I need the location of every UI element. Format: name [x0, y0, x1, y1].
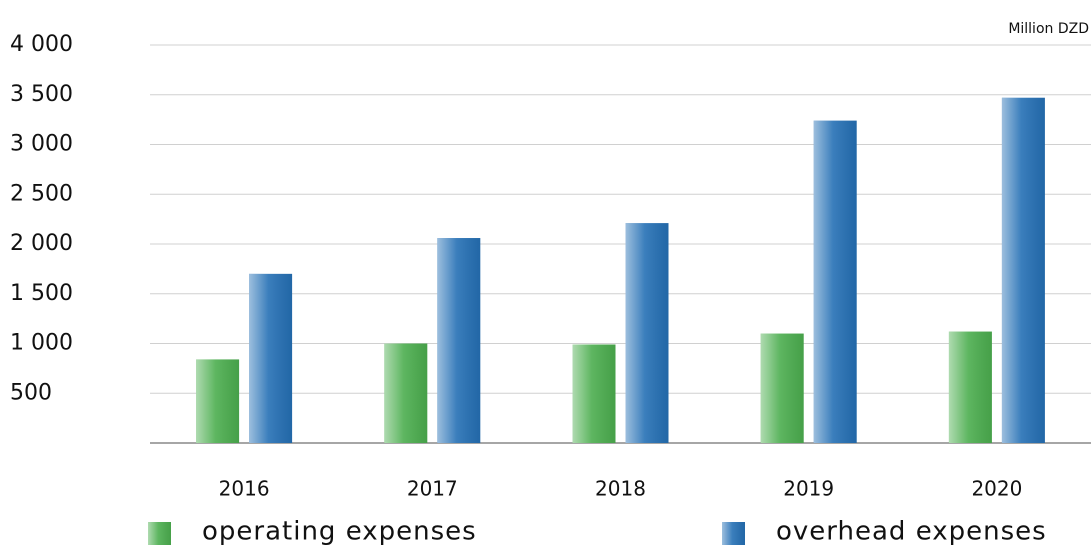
legend-swatch-shine	[148, 522, 171, 545]
y-tick-label: 4 000	[10, 32, 73, 57]
bar-shine	[196, 359, 240, 443]
y-tick-label: 3 000	[10, 132, 73, 157]
legend-label: operating expenses	[202, 517, 477, 547]
y-tick-label: 1 000	[10, 331, 73, 356]
x-tick-label: 2019	[783, 477, 834, 501]
x-tick-label: 2017	[407, 477, 458, 501]
y-tick-label: 2 500	[10, 181, 73, 206]
legend-label: overhead expenses	[776, 517, 1047, 547]
bar-shine	[1001, 97, 1045, 444]
x-tick-label: 2016	[219, 477, 270, 501]
bar-shine	[760, 333, 804, 443]
y-tick-label: 500	[10, 380, 52, 405]
x-tick-label: 2020	[971, 477, 1022, 501]
bar-shine	[249, 273, 293, 443]
bar-shine	[572, 344, 616, 443]
y-tick-label: 3 500	[10, 82, 73, 107]
x-tick-label: 2018	[595, 477, 646, 501]
bar-shine	[384, 343, 428, 443]
y-tick-label: 1 500	[10, 281, 73, 306]
bar-shine	[813, 120, 857, 444]
legend-swatch-shine	[722, 522, 745, 545]
y-tick-label: 2 000	[10, 231, 73, 256]
bar-shine	[625, 223, 669, 443]
bar-shine	[437, 238, 481, 443]
bar-shine	[948, 331, 992, 443]
unit-label: Million DZD	[1008, 21, 1089, 37]
